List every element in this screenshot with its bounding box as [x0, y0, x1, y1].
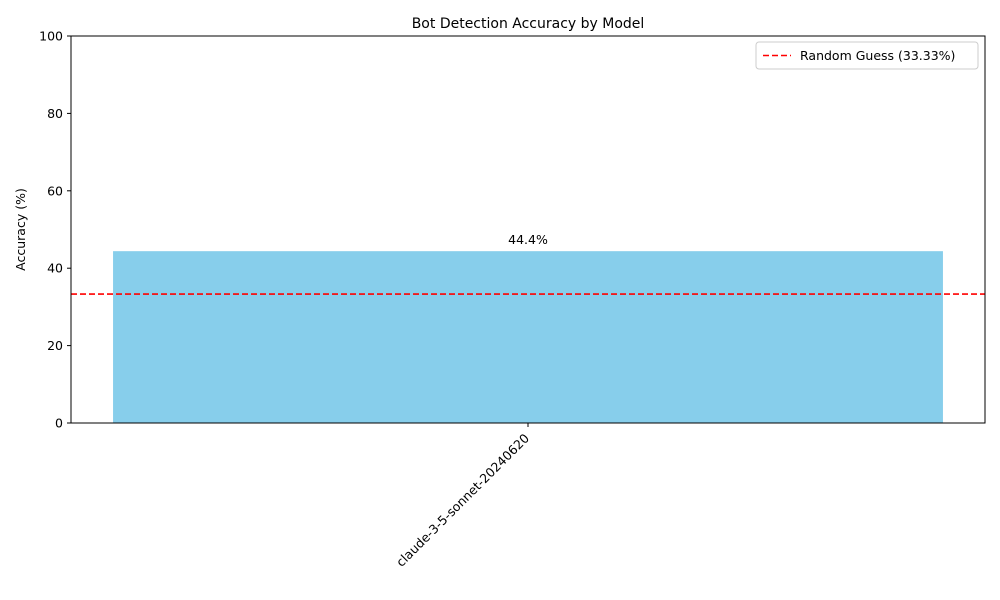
legend-box: [755, 41, 979, 70]
y-axis: 0 20 40 60 80 100: [39, 29, 71, 431]
y-tick-label: 20: [47, 338, 63, 353]
y-axis-label: Accuracy (%): [13, 188, 28, 271]
bars-layer: [113, 251, 943, 423]
data-labels-layer: 44.4%: [508, 232, 548, 247]
y-tick-label: 0: [55, 416, 63, 431]
bar-value-label: 44.4%: [508, 232, 548, 247]
y-tick-label: 40: [47, 261, 63, 276]
legend: Random Guess (33.33%): [755, 41, 979, 70]
chart-title: Bot Detection Accuracy by Model: [412, 16, 645, 32]
y-tick-label: 80: [47, 106, 63, 121]
legend-label-random-guess: Random Guess (33.33%): [800, 48, 955, 63]
bar: [113, 251, 943, 423]
y-tick-label: 60: [47, 183, 63, 198]
y-tick-label: 100: [39, 29, 63, 44]
